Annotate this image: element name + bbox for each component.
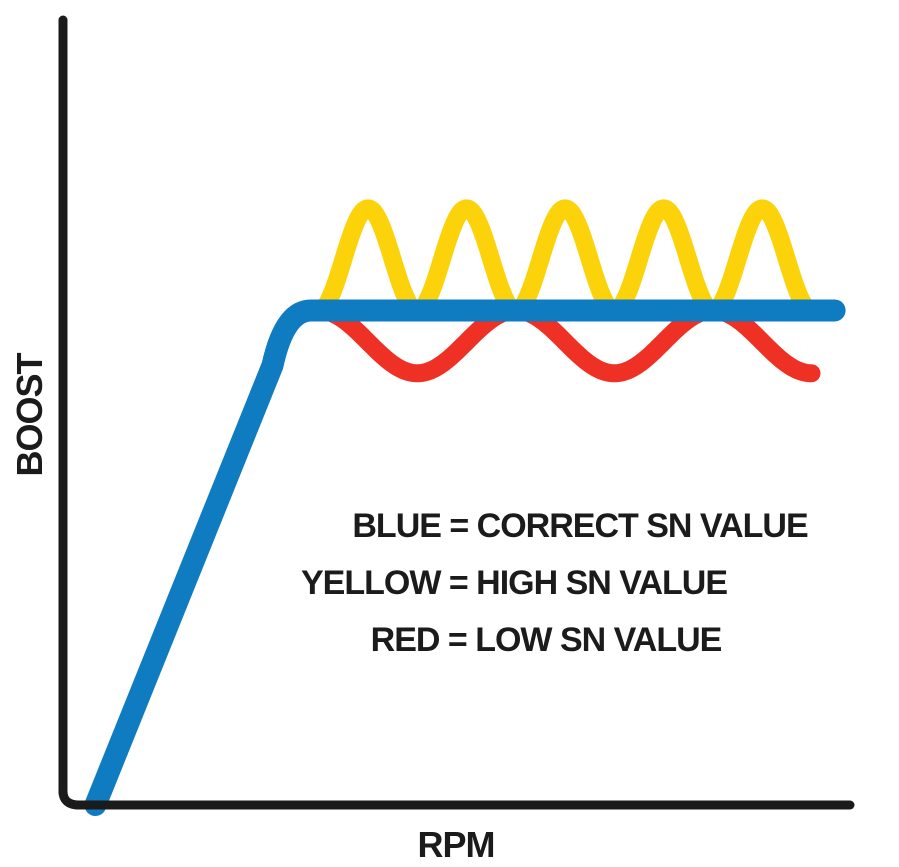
x-axis-label: RPM [418, 824, 495, 865]
legend-blue-correct: BLUE = CORRECT SN VALUE [352, 507, 808, 545]
series-layer [84, 199, 846, 816]
legend-red-low: RED = LOW SN VALUE [371, 621, 722, 659]
legend-yellow-high: YELLOW = HIGH SN VALUE [301, 564, 727, 602]
series-blue-correct-line [84, 299, 846, 816]
y-axis-label: BOOST [9, 352, 50, 476]
series-yellow-high-line [309, 199, 821, 320]
